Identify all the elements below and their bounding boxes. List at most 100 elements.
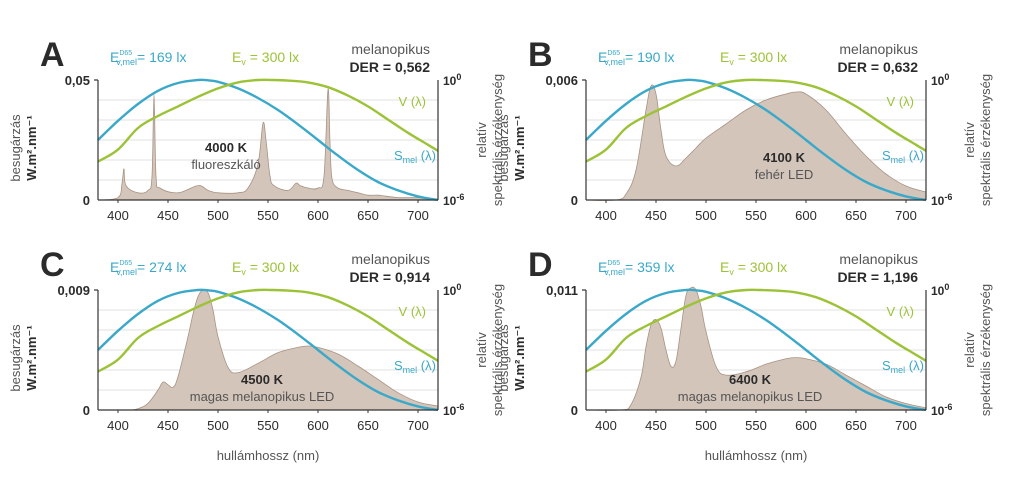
x-tick-label: 650 bbox=[845, 208, 867, 223]
x-tick-label: 500 bbox=[695, 208, 717, 223]
vlambda-curve bbox=[97, 78, 439, 163]
y-tick-label-zero: 0 bbox=[83, 193, 90, 208]
right-tick-label-top: 100 bbox=[443, 72, 461, 88]
melanopic-label: melanopikus bbox=[351, 41, 430, 57]
melanopic-label: melanopikus bbox=[839, 41, 918, 57]
x-tick-label: 550 bbox=[745, 208, 767, 223]
melanopic-label: melanopikus bbox=[839, 251, 918, 267]
x-tick-label: 450 bbox=[157, 208, 179, 223]
right-axis-label-line1: relatív bbox=[474, 332, 489, 368]
right-axis-label-line2: spektrális érzékenység bbox=[978, 284, 993, 416]
x-tick-label: 650 bbox=[845, 418, 867, 433]
y-axis-label-line2: W.m².nm⁻¹ bbox=[512, 115, 527, 180]
x-tick-label: 500 bbox=[695, 418, 717, 433]
panel-letter: C bbox=[40, 246, 65, 284]
x-tick-label: 550 bbox=[257, 208, 279, 223]
vlambda-curve-label: V (λ) bbox=[399, 304, 426, 319]
y-tick-label-zero: 0 bbox=[571, 403, 578, 418]
x-tick-label: 400 bbox=[595, 208, 617, 223]
emel-label: ED65 v,mel= 169 lx bbox=[110, 49, 186, 67]
x-tick-label: 700 bbox=[895, 418, 917, 433]
smel-curve-label: Smel (λ) bbox=[394, 148, 436, 165]
x-tick-label: 600 bbox=[307, 208, 329, 223]
vlambda-curve-label: V (λ) bbox=[399, 94, 426, 109]
y-tick-label-max: 0,011 bbox=[546, 283, 578, 298]
x-tick-label: 700 bbox=[407, 208, 429, 223]
ev-label: Ev = 300 lx bbox=[720, 259, 787, 277]
right-tick-label-top: 100 bbox=[931, 282, 949, 298]
right-axis-label-line1: relatív bbox=[474, 122, 489, 158]
source-subtitle: magas melanopikus LED bbox=[678, 389, 823, 404]
ev-label: Ev = 300 lx bbox=[232, 259, 299, 277]
x-tick-label: 400 bbox=[595, 418, 617, 433]
vlambda-curve-label: V (λ) bbox=[887, 94, 914, 109]
source-subtitle: fehér LED bbox=[755, 167, 814, 182]
y-axis-label-line1: besugárzás bbox=[496, 324, 511, 392]
right-axis-label-line1: relatív bbox=[962, 122, 977, 158]
y-tick-label-max: 0,006 bbox=[545, 73, 578, 88]
x-tick-label: 450 bbox=[157, 418, 179, 433]
right-tick-label-top: 100 bbox=[931, 72, 949, 88]
der-value: DER = 0,632 bbox=[837, 59, 918, 75]
x-tick-label: 450 bbox=[645, 208, 667, 223]
x-tick-label: 600 bbox=[307, 418, 329, 433]
smel-curve bbox=[585, 78, 927, 202]
panel-letter: D bbox=[528, 246, 553, 284]
panel-letter: B bbox=[528, 36, 553, 74]
right-tick-label-bottom: 10-6 bbox=[443, 402, 464, 418]
smel-curve bbox=[97, 78, 439, 202]
x-tick-label: 600 bbox=[795, 208, 817, 223]
source-title: 6400 K bbox=[729, 372, 772, 387]
x-tick-label: 600 bbox=[795, 418, 817, 433]
right-axis-label-line2: spektrális érzékenység bbox=[490, 74, 505, 206]
y-axis-label-line1: besugárzás bbox=[8, 114, 23, 182]
vlambda-curve bbox=[585, 288, 927, 373]
source-subtitle: magas melanopikus LED bbox=[190, 389, 335, 404]
y-tick-label-zero: 0 bbox=[83, 403, 90, 418]
spectrum-area bbox=[585, 84, 927, 201]
x-tick-label: 400 bbox=[107, 208, 129, 223]
vlambda-curve bbox=[97, 288, 439, 373]
x-tick-label: 550 bbox=[745, 418, 767, 433]
ev-label: Ev = 300 lx bbox=[720, 49, 787, 67]
right-tick-label-top: 100 bbox=[443, 282, 461, 298]
spectrum-area bbox=[97, 289, 439, 411]
panel-a: 400 450 500 550 600 650 700 0,05 0 100 10-6 besugár… bbox=[8, 36, 505, 223]
spectrum-area bbox=[585, 286, 927, 411]
ev-label: Ev = 300 lx bbox=[232, 49, 299, 67]
panel-b: 400 450 500 550 600 650 700 0,006 0 100 10-6 besugá… bbox=[496, 36, 993, 223]
panel-letter: A bbox=[40, 36, 65, 74]
smel-curve bbox=[585, 288, 927, 412]
emel-label: ED65 v,mel= 274 lx bbox=[110, 259, 186, 277]
emel-label: ED65 v,mel= 190 lx bbox=[598, 49, 674, 67]
smel-curve-label: Smel (λ) bbox=[394, 358, 436, 375]
der-value: DER = 0,914 bbox=[349, 269, 430, 285]
x-tick-label: 650 bbox=[357, 208, 379, 223]
der-value: DER = 0,562 bbox=[349, 59, 430, 75]
x-tick-label: 500 bbox=[207, 208, 229, 223]
x-tick-label: 400 bbox=[107, 418, 129, 433]
right-axis-label-line2: spektrális érzékenység bbox=[978, 74, 993, 206]
der-value: DER = 1,196 bbox=[837, 269, 918, 285]
x-tick-label: 450 bbox=[645, 418, 667, 433]
source-subtitle: fluoreszkáló bbox=[191, 157, 260, 172]
source-title: 4000 K bbox=[205, 140, 248, 155]
x-tick-label: 550 bbox=[257, 418, 279, 433]
x-axis-label: hullámhossz (nm) bbox=[217, 448, 320, 463]
y-axis-label-line2: W.m².nm⁻¹ bbox=[512, 325, 527, 390]
y-axis-label-line2: W.m².nm⁻¹ bbox=[24, 115, 39, 180]
y-axis-label-line1: besugárzás bbox=[496, 114, 511, 182]
x-axis-label: hullámhossz (nm) bbox=[705, 448, 808, 463]
source-title: 4500 K bbox=[241, 372, 284, 387]
y-tick-label-max: 0,009 bbox=[57, 283, 90, 298]
smel-curve-label: Smel (λ) bbox=[882, 148, 924, 165]
spectrum-area bbox=[97, 88, 439, 201]
smel-curve-label: Smel (λ) bbox=[882, 358, 924, 375]
x-tick-label: 700 bbox=[895, 208, 917, 223]
right-tick-label-bottom: 10-6 bbox=[931, 402, 952, 418]
y-tick-label-max: 0,05 bbox=[65, 73, 90, 88]
right-axis-label-line1: relatív bbox=[962, 332, 977, 368]
y-tick-label-zero: 0 bbox=[571, 193, 578, 208]
